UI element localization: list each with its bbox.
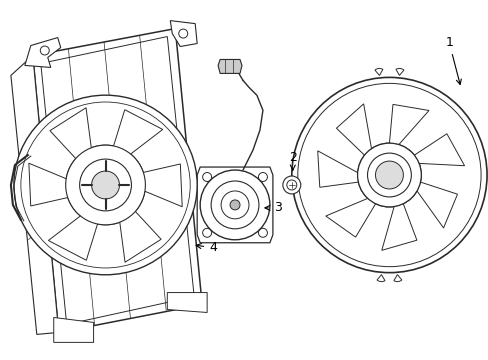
Polygon shape <box>50 108 93 169</box>
Polygon shape <box>11 55 59 334</box>
Circle shape <box>282 176 300 194</box>
Circle shape <box>65 145 145 225</box>
Polygon shape <box>336 104 371 155</box>
Text: 3: 3 <box>264 201 281 215</box>
Circle shape <box>179 29 187 38</box>
Wedge shape <box>395 68 403 75</box>
Text: 1: 1 <box>445 36 460 85</box>
Circle shape <box>375 161 403 189</box>
Text: 2: 2 <box>288 150 296 170</box>
Polygon shape <box>197 167 272 243</box>
Polygon shape <box>388 104 428 145</box>
Wedge shape <box>374 68 382 75</box>
Text: 4: 4 <box>196 241 217 254</box>
Polygon shape <box>54 318 93 342</box>
Polygon shape <box>109 110 163 163</box>
Circle shape <box>291 77 486 273</box>
Circle shape <box>91 171 119 199</box>
Polygon shape <box>48 207 102 260</box>
Circle shape <box>229 200 240 210</box>
Polygon shape <box>416 182 457 228</box>
Polygon shape <box>317 151 358 187</box>
Polygon shape <box>33 28 202 332</box>
Wedge shape <box>393 275 401 282</box>
Polygon shape <box>218 59 242 73</box>
Polygon shape <box>29 163 81 206</box>
Circle shape <box>65 145 145 225</box>
Circle shape <box>357 143 421 207</box>
Circle shape <box>202 172 211 181</box>
Circle shape <box>200 170 269 240</box>
Circle shape <box>202 228 211 237</box>
Circle shape <box>258 228 267 237</box>
Polygon shape <box>25 37 61 67</box>
Polygon shape <box>413 134 464 166</box>
Circle shape <box>40 46 49 55</box>
Polygon shape <box>129 164 182 207</box>
Wedge shape <box>376 275 384 282</box>
Circle shape <box>258 172 267 181</box>
Ellipse shape <box>14 95 197 275</box>
Polygon shape <box>381 204 416 250</box>
Polygon shape <box>118 201 161 262</box>
Circle shape <box>80 159 131 211</box>
Polygon shape <box>167 293 207 312</box>
Polygon shape <box>325 198 375 237</box>
Polygon shape <box>170 21 197 46</box>
